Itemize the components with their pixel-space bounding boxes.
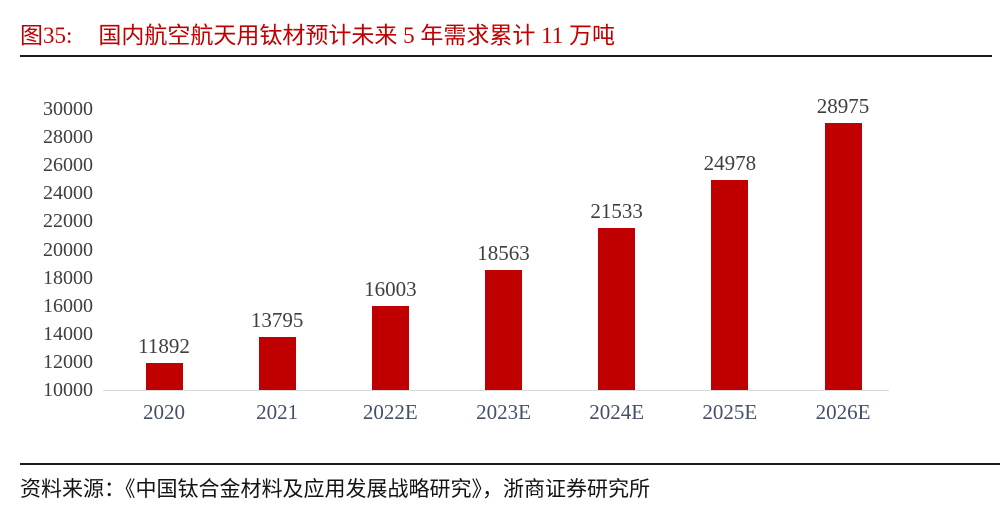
y-axis-tick-label: 26000 xyxy=(43,154,93,177)
bar xyxy=(145,363,183,390)
source-text: 《中国钛合金材料及应用发展战略研究》，浙商证券研究所 xyxy=(125,477,650,501)
x-axis-category-label: 2026E xyxy=(815,400,871,424)
bar-value-label: 13795 xyxy=(250,308,304,332)
x-axis-line xyxy=(103,390,889,391)
bar-value-label: 21533 xyxy=(590,199,643,223)
y-axis-tick-label: 28000 xyxy=(43,126,93,149)
title-divider xyxy=(20,55,992,57)
bar-value-label: 24978 xyxy=(703,151,757,175)
bar xyxy=(258,337,296,390)
bar-value-label: 16003 xyxy=(364,277,417,301)
x-axis-category-label: 2024E xyxy=(589,400,645,424)
source-note: 资料来源：《中国钛合金材料及应用发展战略研究》，浙商证券研究所 xyxy=(20,473,650,503)
y-axis-tick-label: 12000 xyxy=(43,350,93,373)
y-axis-tick-label: 16000 xyxy=(43,294,93,317)
x-axis-category-label: 2022E xyxy=(362,400,418,424)
y-axis-tick-label: 14000 xyxy=(43,322,93,345)
y-axis-tick-label: 20000 xyxy=(43,238,93,261)
y-axis-tick-label: 22000 xyxy=(43,210,93,233)
bar-value-label: 28975 xyxy=(816,94,870,118)
y-axis-tick-label: 10000 xyxy=(43,379,93,401)
bar xyxy=(371,306,409,390)
bar xyxy=(824,123,862,390)
figure-title-text: 国内航空航天用钛材预计未来 5 年需求累计 11 万吨 xyxy=(98,23,616,48)
bar xyxy=(598,228,636,390)
source-label: 资料来源： xyxy=(20,477,125,501)
bar-value-label: 18563 xyxy=(477,241,530,265)
y-axis-tick-label: 18000 xyxy=(43,266,93,289)
bar-value-label: 11892 xyxy=(138,334,190,358)
bar xyxy=(711,180,749,390)
figure-number: 图35: xyxy=(20,23,73,48)
x-axis-category-label: 2021 xyxy=(256,400,299,424)
bar xyxy=(485,270,522,390)
y-axis-tick-label: 30000 xyxy=(43,98,93,120)
x-axis-category-label: 2023E xyxy=(476,400,531,424)
x-axis-category-label: 2025E xyxy=(702,400,758,424)
y-axis-tick-label: 24000 xyxy=(43,182,93,205)
source-divider xyxy=(20,463,1000,465)
x-axis-category-label: 2020 xyxy=(143,400,185,424)
figure-title: 图35: 国内航空航天用钛材预计未来 5 年需求累计 11 万吨 xyxy=(20,16,615,50)
